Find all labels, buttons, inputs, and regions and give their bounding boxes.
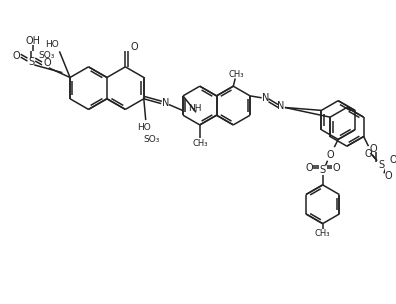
Text: O: O: [305, 164, 313, 174]
Text: O: O: [390, 155, 396, 165]
Text: O: O: [332, 164, 340, 174]
Text: O: O: [12, 51, 20, 61]
Text: S: S: [378, 160, 384, 170]
Text: OH: OH: [26, 36, 41, 46]
Text: N: N: [162, 98, 170, 108]
Text: SO₃: SO₃: [39, 51, 55, 60]
Text: S: S: [28, 57, 34, 67]
Text: N: N: [262, 93, 269, 103]
Text: CH₃: CH₃: [228, 70, 244, 79]
Text: N: N: [277, 101, 285, 111]
Text: CH₃: CH₃: [315, 229, 330, 238]
Text: CH₃: CH₃: [192, 139, 208, 148]
Text: SO₃: SO₃: [143, 135, 160, 144]
Text: HO: HO: [45, 40, 59, 49]
Text: NH: NH: [188, 104, 202, 113]
Text: O: O: [369, 144, 377, 154]
Text: S: S: [320, 165, 326, 175]
Text: O: O: [43, 58, 51, 68]
Text: O: O: [365, 149, 372, 159]
Text: HO: HO: [137, 123, 150, 132]
Text: O: O: [385, 171, 392, 181]
Text: O: O: [130, 43, 138, 53]
Text: O: O: [327, 150, 334, 160]
